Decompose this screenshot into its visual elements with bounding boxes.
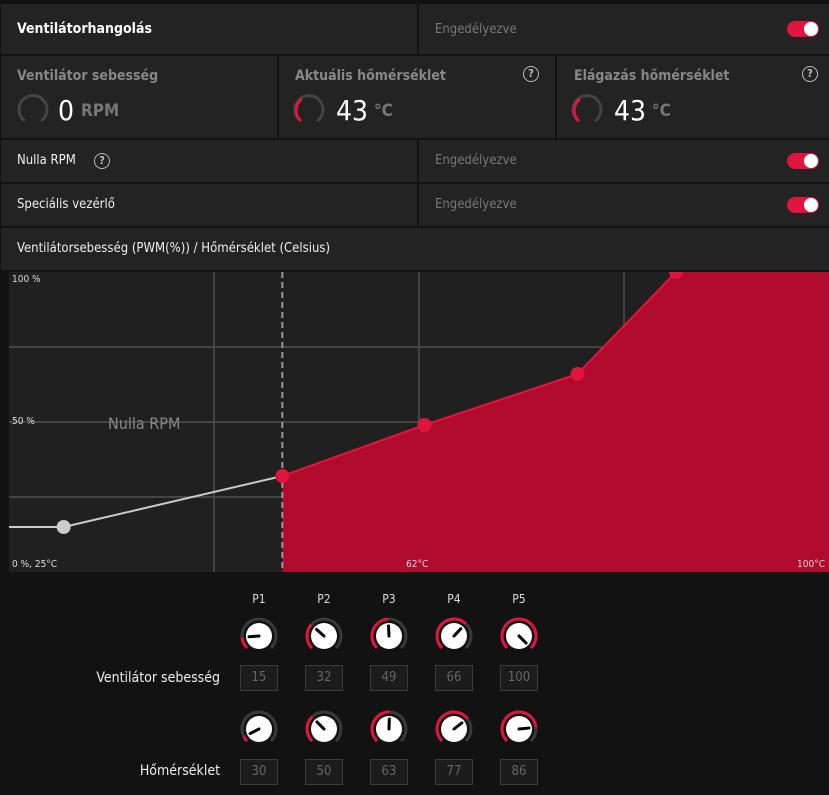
help-icon[interactable]: ?	[802, 66, 818, 82]
temperature-input[interactable]: 77	[435, 759, 473, 785]
chart-title-row: Ventilátorsebesség (PWM(%)) / Hőmérsékle…	[1, 228, 829, 270]
fan-tuning-toggle[interactable]	[787, 21, 819, 37]
chart-title: Ventilátorsebesség (PWM(%)) / Hőmérsékle…	[17, 241, 331, 256]
fan-speed-input[interactable]: 66	[435, 665, 473, 691]
stat-value: 43	[614, 94, 647, 127]
custom-control-status: Engedélyezve	[435, 197, 517, 212]
fan-speed-input[interactable]: 49	[370, 665, 408, 691]
custom-control-toggle[interactable]	[787, 197, 819, 213]
help-icon[interactable]: ?	[523, 66, 539, 82]
curve-point-p2[interactable]	[275, 469, 290, 483]
curve-area	[282, 272, 829, 572]
custom-control-row: Speciális vezérlő	[1, 184, 417, 226]
gauge-icon	[17, 94, 49, 123]
temperature-knob[interactable]	[369, 709, 409, 749]
x-tick-62: 62°C	[406, 559, 429, 570]
stat-label: Aktuális hőmérséklet	[295, 68, 446, 84]
temperature-knob[interactable]	[499, 709, 539, 749]
fan-speed-knob[interactable]	[304, 616, 344, 656]
x-tick-100: 100°C	[797, 559, 825, 570]
fan-speed-input[interactable]: 15	[240, 665, 278, 691]
fan-speed-knob[interactable]	[369, 616, 409, 656]
zero-rpm-toggle-panel: Engedélyezve	[419, 140, 829, 182]
zero-rpm-status: Engedélyezve	[435, 153, 517, 168]
zero-rpm-line	[9, 475, 283, 528]
fan-speed-knob[interactable]	[434, 616, 474, 656]
stat-current-temp: Aktuális hőmérséklet ? 43 °C	[279, 56, 555, 138]
fan-speed-knob[interactable]	[499, 616, 539, 656]
temperature-row-label: Hőmérséklet	[139, 763, 220, 779]
temperature-input[interactable]: 30	[240, 759, 278, 785]
curve-line	[281, 272, 677, 477]
stat-label: Elágazás hőmérséklet	[574, 68, 730, 84]
custom-control-label: Speciális vezérlő	[17, 197, 115, 212]
y-tick-50: 50 %	[12, 416, 35, 427]
page-title: Ventilátorhangolás	[17, 21, 152, 37]
y-tick-100: 100 %	[12, 274, 41, 285]
point-label: P2	[317, 592, 331, 606]
header-status: Engedélyezve	[435, 22, 517, 37]
fan-speed-knob[interactable]	[239, 616, 279, 656]
fan-speed-input[interactable]: 100	[500, 665, 538, 691]
fan-curve-svg	[9, 272, 829, 572]
zero-rpm-toggle[interactable]	[787, 153, 819, 169]
temperature-input[interactable]: 50	[305, 759, 343, 785]
question-circle-icon[interactable]: ?	[94, 153, 110, 169]
origin-label: 0 %, 25°C	[12, 559, 58, 570]
stat-junction-temp: Elágazás hőmérséklet ? 43 °C	[557, 56, 829, 138]
temperature-knob[interactable]	[304, 709, 344, 749]
temperature-knob[interactable]	[239, 709, 279, 749]
stat-value: 0	[58, 94, 75, 127]
gauge-icon	[571, 94, 603, 123]
custom-control-toggle-panel: Engedélyezve	[419, 184, 829, 226]
fan-speed-row-label: Ventilátor sebesség	[96, 670, 220, 686]
stat-unit: °C	[374, 101, 393, 121]
fan-speed-input[interactable]: 32	[305, 665, 343, 691]
gauge-icon	[293, 94, 325, 123]
temperature-knob[interactable]	[434, 709, 474, 749]
stat-unit: RPM	[81, 101, 120, 121]
zero-rpm-label: Nulla RPM	[17, 153, 76, 168]
curve-point-p5[interactable]	[668, 272, 683, 279]
fan-curve-chart: 100 % 50 % 0 %, 25°C 62°C 100°C Nulla RP…	[9, 272, 829, 572]
temperature-input[interactable]: 63	[370, 759, 408, 785]
header-panel: Ventilátorhangolás	[1, 4, 417, 54]
point-label: P4	[447, 592, 461, 606]
point-label: P5	[512, 592, 526, 606]
header-toggle-panel: Engedélyezve	[419, 4, 829, 54]
stat-label: Ventilátor sebesség	[17, 68, 159, 84]
temperature-input[interactable]: 86	[500, 759, 538, 785]
curve-point-p3[interactable]	[417, 418, 432, 432]
point-label: P3	[382, 592, 396, 606]
stat-unit: °C	[652, 101, 671, 121]
stat-value: 43	[336, 94, 369, 127]
curve-point-p1[interactable]	[56, 520, 71, 534]
stat-fan-speed: Ventilátor sebesség 0 RPM	[1, 56, 277, 138]
point-label: P1	[252, 592, 266, 606]
zero-rpm-row: Nulla RPM ?	[1, 140, 417, 182]
zero-rpm-zone-label: Nulla RPM	[108, 414, 181, 433]
curve-point-p4[interactable]	[570, 367, 585, 381]
